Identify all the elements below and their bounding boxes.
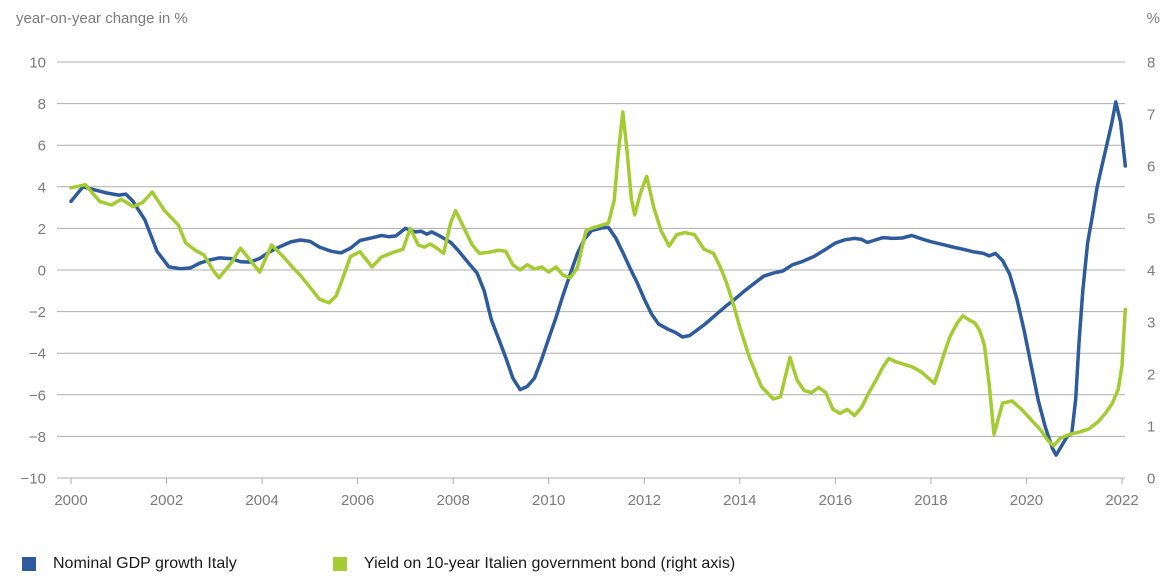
chart-legend: Nominal GDP growth Italy Yield on 10-yea…: [0, 549, 1176, 579]
legend-item-yield: Yield on 10-year Italien government bond…: [333, 549, 735, 579]
right-tick-label: 6: [1147, 159, 1155, 176]
left-tick-label: 4: [38, 179, 46, 196]
x-tick-label: 2000: [54, 492, 87, 509]
left-axis-title: year-on-year change in %: [16, 10, 188, 27]
left-tick-label: −8: [29, 429, 46, 446]
x-axis-tick-labels: 2000 2002 2004 2006 2008 2010 2012 2014 2016 2018…: [54, 478, 1139, 509]
yield-square-icon: [333, 557, 347, 571]
gridlines: [57, 61, 1125, 479]
right-tick-label: 5: [1147, 211, 1155, 228]
right-axis-title: %: [1147, 10, 1160, 27]
left-tick-label: 2: [38, 221, 46, 238]
right-tick-label: 0: [1147, 471, 1155, 488]
bond-yield-line: [69, 110, 1128, 448]
right-tick-label: 4: [1147, 263, 1155, 280]
line-chart: year-on-year change in % % 1086420−2−4−6…: [16, 10, 1160, 509]
left-tick-label: −10: [21, 471, 46, 488]
x-tick-label: 2018: [914, 492, 947, 509]
left-tick-label: 6: [38, 138, 46, 155]
legend-label-gdp: Nominal GDP growth Italy: [53, 555, 237, 572]
left-tick-label: 0: [38, 263, 46, 280]
x-tick-label: 2012: [628, 492, 661, 509]
right-tick-label: 1: [1147, 419, 1155, 436]
right-tick-label: 3: [1147, 315, 1155, 332]
right-tick-label: 2: [1147, 367, 1155, 384]
x-tick-label: 2006: [341, 492, 374, 509]
x-tick-label: 2016: [819, 492, 852, 509]
gdp-growth-line: [69, 100, 1128, 457]
x-tick-label: 2020: [1010, 492, 1043, 509]
left-axis-tick-labels: 10 8 6 4 2 0 −2 −4 −6 −8 −10: [21, 55, 46, 488]
left-tick-label: 10: [29, 55, 46, 72]
left-tick-label: −4: [29, 346, 46, 363]
x-tick-label: 2008: [436, 492, 469, 509]
x-tick-label: 2002: [150, 492, 183, 509]
legend-label-yield: Yield on 10-year Italien government bond…: [364, 555, 736, 572]
x-tick-label: 2010: [532, 492, 565, 509]
right-axis-tick-labels: 8 7 6 5 4 3 2 1 0: [1147, 55, 1155, 488]
x-tick-label: 2004: [245, 492, 278, 509]
right-tick-label: 7: [1147, 107, 1155, 124]
x-tick-label: 2022: [1105, 492, 1138, 509]
gdp-square-icon: [22, 557, 36, 571]
left-tick-label: −2: [29, 304, 46, 321]
right-tick-label: 8: [1147, 55, 1155, 72]
left-tick-label: −6: [29, 387, 46, 404]
legend-item-gdp: Nominal GDP growth Italy: [22, 549, 237, 579]
x-tick-label: 2014: [723, 492, 756, 509]
left-tick-label: 8: [38, 96, 46, 113]
data-series: [69, 100, 1128, 457]
